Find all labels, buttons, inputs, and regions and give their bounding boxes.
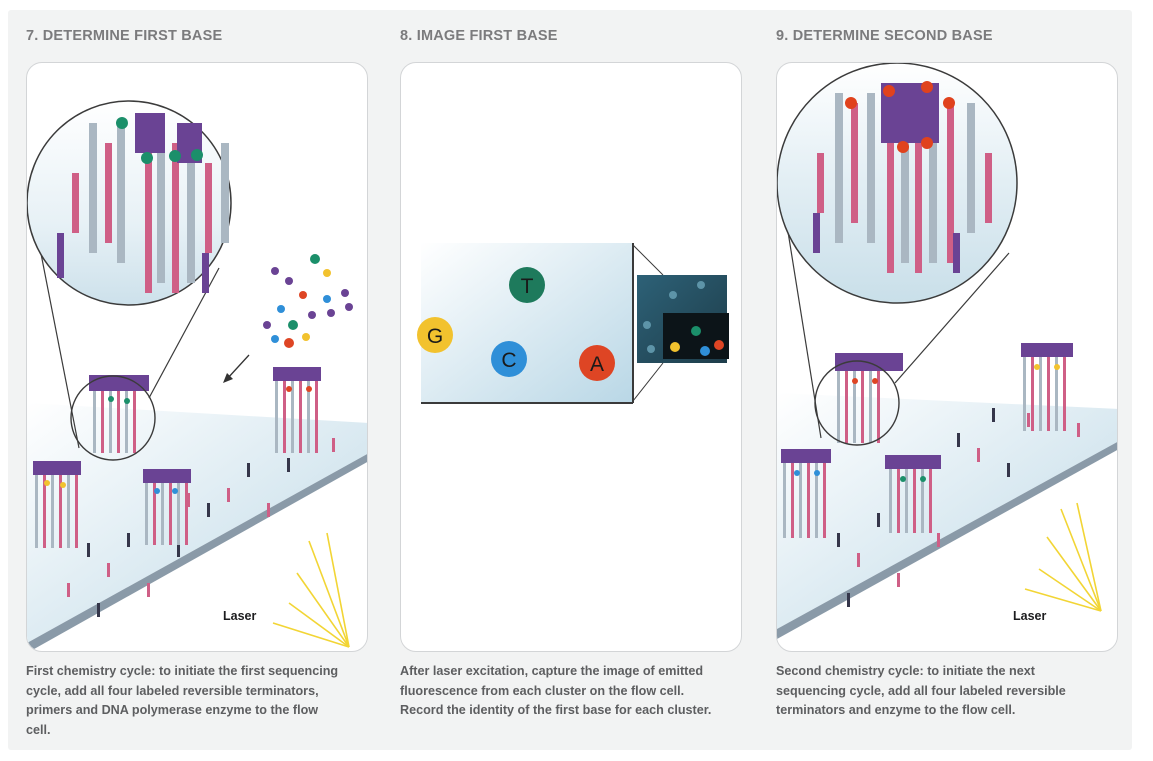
cluster-center (885, 455, 941, 533)
free-nucleotides (263, 254, 353, 348)
arrow-head (223, 373, 233, 383)
base-A-circle (579, 345, 615, 381)
step-9-caption: Second chemistry cycle: to initiate the … (776, 664, 1066, 717)
zoom-strands (57, 113, 229, 293)
laser-label: Laser (1013, 609, 1047, 623)
cluster-center (143, 469, 191, 545)
cluster-right (1021, 343, 1073, 431)
laser-label: Laser (223, 609, 257, 623)
base-A-letter: A (590, 353, 604, 376)
base-A: A (579, 345, 615, 381)
laser-beams (1024, 502, 1102, 612)
step-9-illustration (777, 63, 1117, 639)
step-9-panel: Laser (776, 62, 1118, 652)
step-7-illustration (27, 100, 367, 651)
figure-sheet: 7. DETERMINE FIRST BASE (8, 10, 1132, 750)
base-C-letter: C (501, 349, 516, 372)
surface-fragments (67, 438, 335, 617)
flow-cell-edge (27, 454, 367, 651)
arrow-shaft (226, 354, 250, 380)
base-calls: T G C A (417, 267, 615, 381)
cluster-left (781, 449, 831, 538)
base-T-circle (509, 267, 545, 303)
laser-beams (272, 532, 350, 648)
base-G-letter: G (427, 325, 443, 348)
cluster-magnified (835, 353, 903, 443)
step-8-caption: After laser excitation, capture the imag… (400, 664, 712, 717)
flow-cell-surface (777, 393, 1117, 629)
base-C: C (491, 341, 527, 377)
step-8-panel: T G C A (400, 62, 742, 652)
cluster-right (273, 367, 321, 453)
flow-cell-edge (777, 442, 1117, 639)
step-9-title: 9. DETERMINE SECOND BASE (776, 28, 993, 44)
base-T-letter: T (521, 275, 534, 298)
green-terminator-stars (116, 117, 203, 164)
cluster-magnified (89, 375, 149, 453)
red-terminator-stars (845, 81, 955, 153)
base-T: T (509, 267, 545, 303)
base-C-circle (491, 341, 527, 377)
cluster-left (33, 461, 81, 548)
base-G: G (417, 317, 453, 353)
step-8-title: 8. IMAGE FIRST BASE (400, 28, 558, 44)
step-7-caption: First chemistry cycle: to initiate the f… (26, 664, 339, 737)
step-7-title: 7. DETERMINE FIRST BASE (26, 28, 223, 44)
step-7-panel: Laser (26, 62, 368, 652)
magnify-ring (70, 375, 156, 461)
zoom-strands (813, 83, 992, 273)
base-G-circle (417, 317, 453, 353)
surface-fragments (837, 408, 1080, 607)
flow-cell-surface (27, 403, 367, 643)
